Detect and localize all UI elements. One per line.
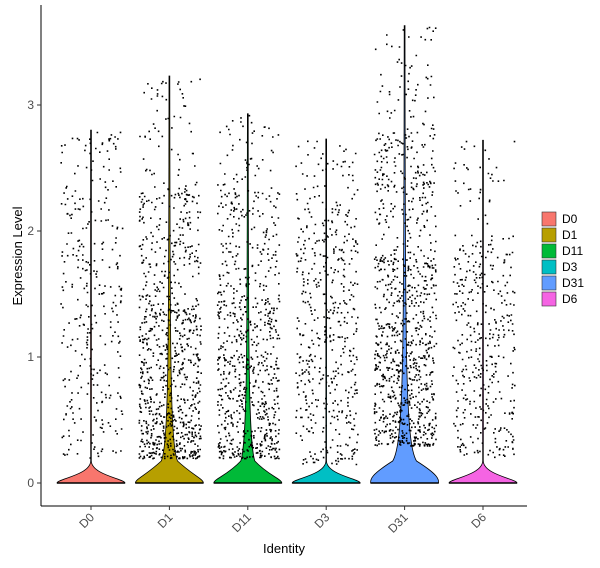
points-D6	[452, 140, 516, 459]
points-D0	[60, 131, 124, 459]
violin-layer	[56, 25, 518, 484]
legend-key-D3	[541, 259, 557, 275]
x-tick-label: D11	[229, 510, 254, 535]
violin-D0	[56, 129, 126, 484]
y-tick-label: 1	[27, 350, 34, 364]
points-D1	[138, 78, 202, 460]
y-ticks: 0 1 2 3	[27, 98, 41, 490]
legend-label-D0: D0	[562, 212, 578, 226]
legend-label-D31: D31	[562, 276, 584, 290]
violin-D1	[134, 75, 204, 484]
legend-label-D1: D1	[562, 228, 578, 242]
legend-key-D1	[541, 227, 557, 243]
y-tick-label: 2	[27, 224, 34, 238]
legend-label-D6: D6	[562, 292, 578, 306]
points-D3	[295, 140, 359, 466]
x-axis-title: Identity	[263, 541, 305, 556]
x-ticks: D0 D1 D11 D3 D31 D6	[76, 506, 489, 536]
legend-key-D31	[541, 275, 557, 291]
x-tick-label: D31	[385, 510, 411, 536]
legend-label-D11: D11	[562, 244, 583, 258]
legend-key-D0	[541, 211, 557, 227]
jitter-points-layer	[57, 26, 517, 484]
legend: D0 D1 D11 D3 D31 D6	[541, 211, 584, 307]
x-tick-label: D6	[468, 510, 489, 531]
y-axis-title: Expression Level	[10, 206, 25, 305]
x-tick-label: D1	[155, 510, 176, 531]
violin-D3	[291, 138, 361, 484]
violin-D31	[370, 25, 440, 484]
legend-label-D3: D3	[562, 260, 578, 274]
x-tick-label: D0	[76, 510, 97, 531]
legend-key-D6	[541, 291, 557, 307]
violin-D6	[448, 139, 518, 484]
legend-key-D11	[541, 243, 557, 259]
y-tick-label: 0	[27, 476, 34, 490]
x-tick-label: D3	[312, 510, 333, 531]
y-tick-label: 3	[27, 98, 34, 112]
